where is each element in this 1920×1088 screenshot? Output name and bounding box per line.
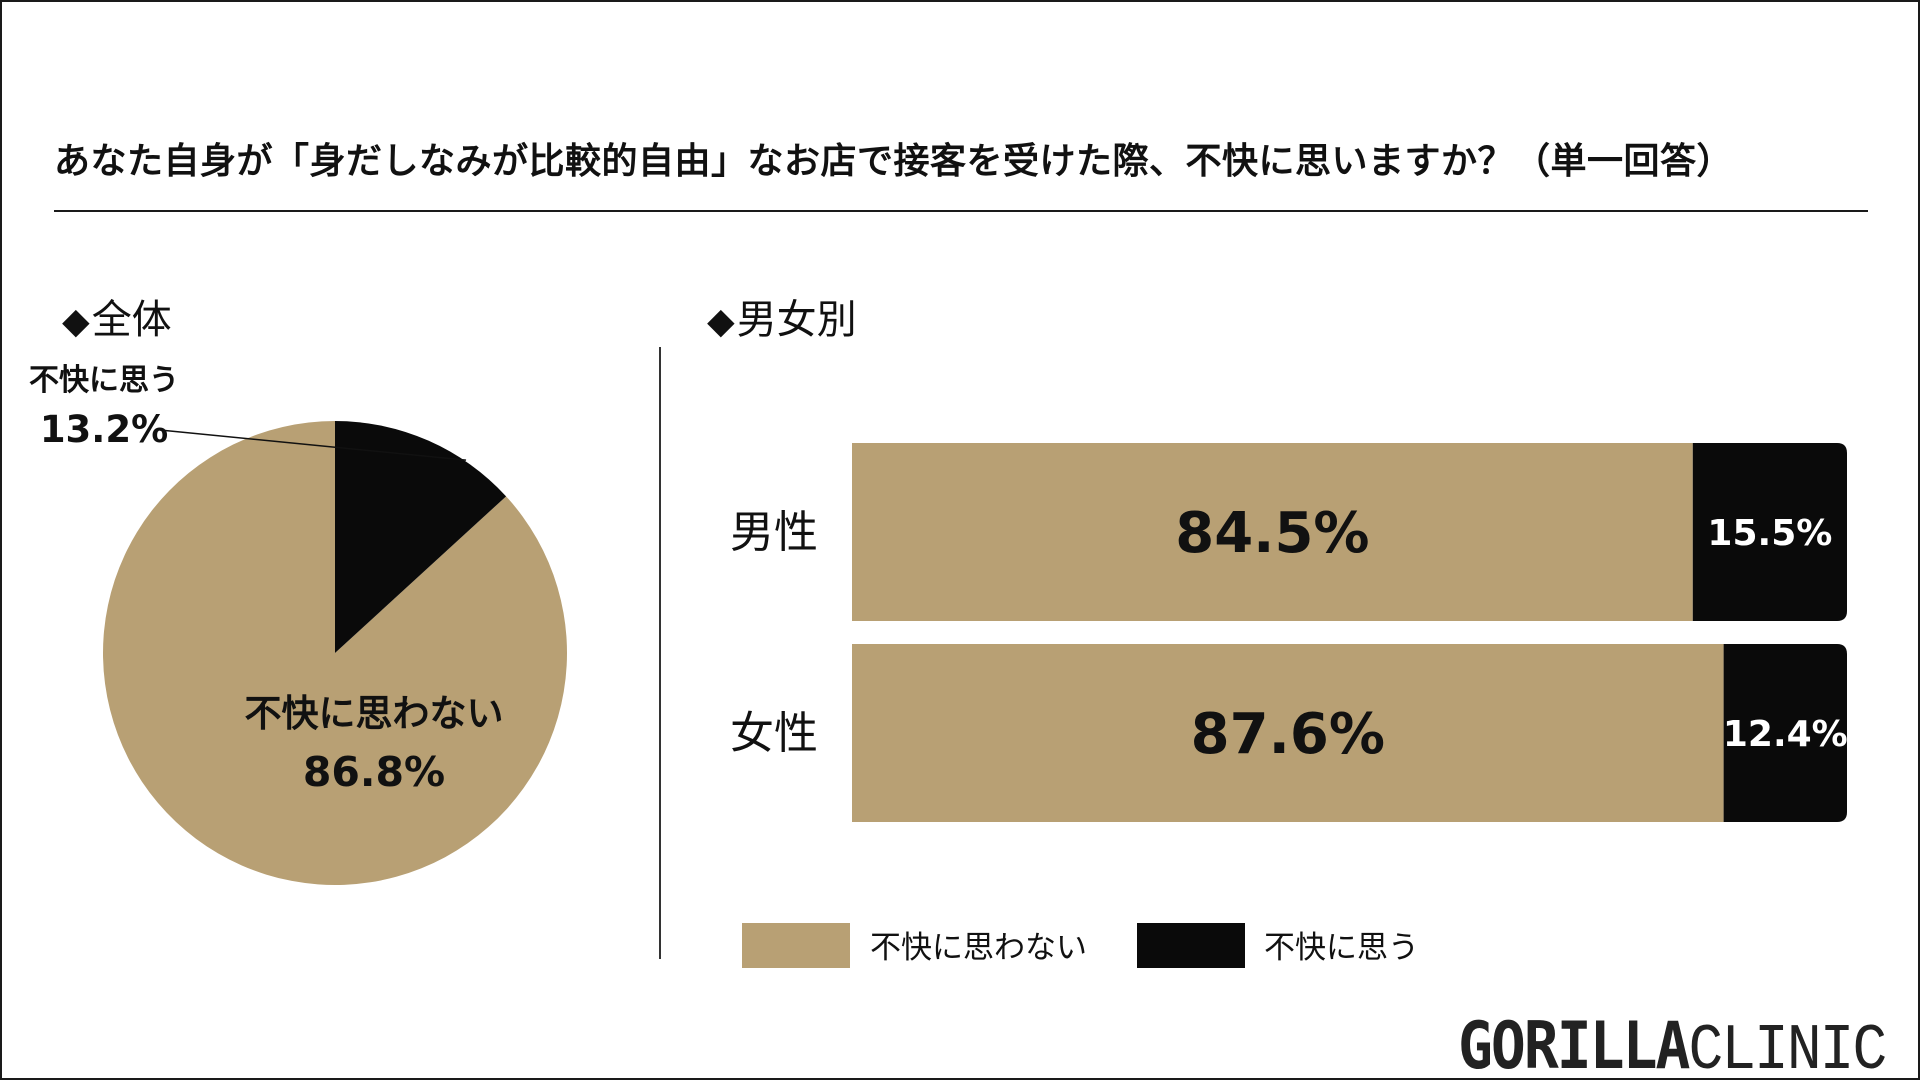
diamond-icon: ◆: [707, 301, 735, 342]
pie-callout-line: [159, 429, 467, 461]
legend-swatch: [1137, 923, 1245, 968]
legend-label: 不快に思う: [1264, 930, 1419, 966]
bar-category-label: 男性: [730, 507, 818, 558]
section-divider: [659, 347, 661, 959]
brand-logo: GORILLACLINIC: [1458, 1012, 1887, 1088]
pie-slice-label: 不快に思わない: [245, 692, 504, 735]
diamond-icon: ◆: [62, 301, 90, 342]
bar-segment-not-uncomfortable: [852, 644, 1724, 822]
title-underline: [54, 210, 1868, 212]
pie-slice-1: [335, 421, 507, 653]
pie-slice-0: [103, 421, 568, 885]
bar-category-label: 女性: [730, 708, 818, 759]
gender-section-heading: ◆男女別: [707, 287, 857, 345]
bar-value-label: 15.5%: [1707, 513, 1832, 554]
bar-value-label: 84.5%: [1175, 501, 1369, 566]
pie-callout-value: 13.2%: [40, 408, 168, 451]
bar-segment-uncomfortable: [1692, 443, 1847, 621]
bar-value-label: 87.6%: [1191, 702, 1385, 767]
pie-callout-label: 不快に思う: [29, 363, 179, 398]
overall-heading-label: 全体: [91, 297, 172, 343]
overall-section-heading: ◆全体: [62, 287, 172, 345]
legend-label: 不快に思わない: [870, 930, 1087, 966]
brand-logo-bold: GORILLA: [1458, 1007, 1690, 1084]
brand-logo-light: CLINIC: [1688, 1015, 1887, 1088]
legend-swatch: [742, 923, 850, 968]
gender-heading-label: 男女別: [736, 297, 857, 343]
bar-segment-not-uncomfortable: [852, 443, 1693, 621]
bar-segment-uncomfortable: [1723, 644, 1847, 822]
bar-value-label: 12.4%: [1723, 714, 1848, 755]
chart-title: あなた自身が「身だしなみが比較的自由」なお店で接客を受けた際、不快に思いますか？…: [54, 141, 1734, 182]
pie-slice-value: 86.8%: [303, 748, 445, 796]
